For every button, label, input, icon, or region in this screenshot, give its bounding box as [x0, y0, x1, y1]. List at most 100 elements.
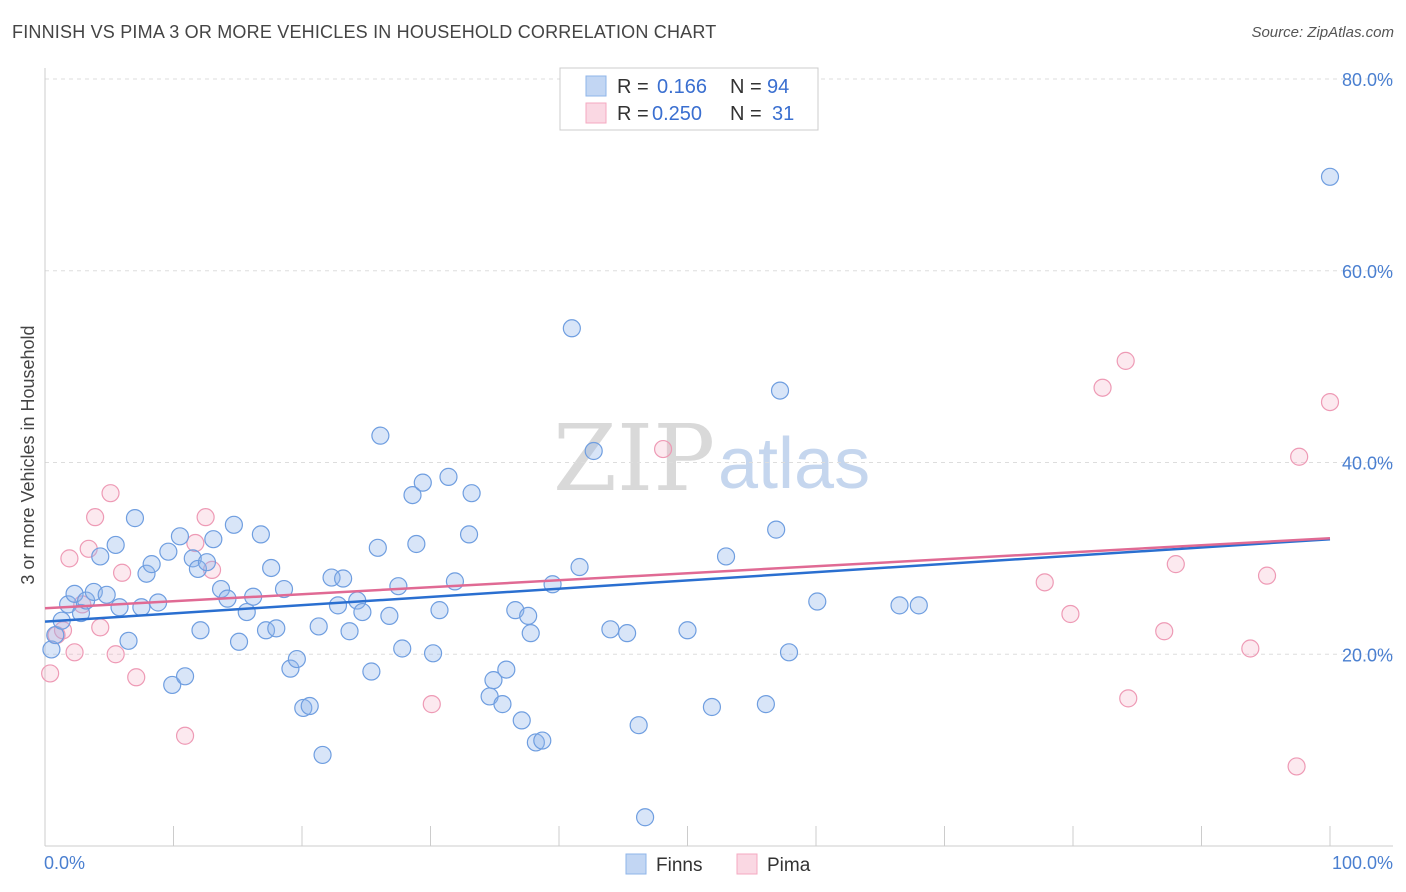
pima-point	[106, 645, 125, 664]
pima-point	[1093, 378, 1112, 397]
bottom-legend-swatch-finns	[625, 853, 647, 875]
x-tick-label-min: 0.0%	[44, 853, 85, 873]
finns-point	[407, 534, 426, 554]
finns-point	[188, 559, 208, 579]
legend-swatch-pima	[585, 102, 607, 124]
pima-point	[186, 533, 205, 553]
finns-point	[274, 579, 294, 599]
pima-point	[1166, 555, 1185, 574]
y-axis-label: 3 or more Vehicles in Household	[18, 325, 38, 584]
finns-point	[459, 525, 479, 544]
pima-point	[1287, 757, 1306, 776]
pima-point	[653, 439, 673, 459]
pima-point	[1241, 639, 1260, 658]
finns-point	[497, 660, 516, 679]
finns-point	[521, 624, 540, 643]
finns-point	[368, 538, 387, 557]
finns-point	[262, 558, 281, 578]
pima-point	[1257, 566, 1277, 585]
finns-point	[584, 441, 603, 461]
finns-point	[629, 716, 648, 735]
finns-point	[909, 596, 928, 615]
finns-point	[512, 711, 531, 730]
finns-point	[779, 643, 799, 662]
axes	[44, 68, 1393, 847]
finns-point	[132, 598, 151, 617]
finns-point	[389, 577, 408, 596]
finns-point	[300, 696, 319, 716]
finns-point	[183, 549, 202, 568]
finns-point	[462, 484, 481, 503]
finns-point	[229, 632, 249, 651]
finns-point	[601, 620, 620, 639]
finns-point	[65, 584, 84, 603]
finns-point	[170, 527, 190, 546]
finns-point	[237, 602, 256, 622]
finns-point	[267, 619, 286, 638]
finns-point	[328, 596, 348, 615]
finns-point	[890, 596, 909, 615]
finns-point	[533, 731, 552, 750]
finns-point	[224, 515, 243, 534]
pima-points	[41, 351, 1340, 776]
pima-point	[196, 508, 215, 527]
finns-point	[340, 622, 359, 641]
finns-point	[159, 542, 178, 561]
finns-point	[526, 733, 545, 752]
finns-point	[137, 564, 156, 583]
finns-point	[294, 698, 313, 718]
finns-point	[423, 644, 443, 663]
finns-point	[175, 667, 195, 686]
pima-point	[1119, 689, 1138, 708]
pima-point	[65, 643, 84, 662]
finns-point	[808, 592, 827, 611]
bottom-legend-label-finns: Finns	[656, 855, 702, 876]
finns-point	[106, 535, 125, 555]
pima-point	[127, 668, 146, 687]
finns-point	[380, 606, 399, 626]
y-tick-label: 60.0%	[1342, 262, 1393, 282]
gridlines	[45, 78, 1393, 655]
finns-point	[313, 745, 332, 765]
legend-r-label-finns: R =	[617, 76, 649, 98]
pima-point	[1155, 622, 1174, 641]
finns-point	[519, 606, 538, 626]
finns-point	[439, 467, 458, 486]
finns-point	[678, 621, 697, 640]
finns-point	[59, 595, 78, 614]
finns-point	[197, 553, 217, 572]
y-tick-label: 20.0%	[1342, 645, 1393, 665]
pima-point	[1290, 447, 1309, 466]
pima-point	[41, 664, 60, 683]
bottom-legend-swatch-pima	[736, 853, 758, 875]
finns-point	[562, 319, 581, 338]
finns-point	[97, 585, 116, 604]
y-tick-label: 40.0%	[1342, 454, 1393, 474]
pima-point	[101, 484, 120, 503]
pima-trend-line	[44, 536, 1331, 610]
y-tick-labels: 20.0% 40.0% 60.0% 80.0%	[1342, 70, 1393, 665]
finns-point	[430, 601, 449, 620]
finns-point	[191, 621, 210, 640]
finns-point	[163, 675, 182, 695]
finns-point	[42, 640, 61, 659]
finns-point	[119, 631, 138, 650]
finns-point	[91, 547, 110, 566]
legend-n-value-pima: 31	[772, 103, 794, 125]
bottom-legend-label-pima: Pima	[767, 855, 811, 876]
finns-point	[287, 649, 306, 669]
finns-point	[362, 662, 381, 681]
pima-point	[112, 563, 132, 582]
finns-point	[371, 426, 390, 445]
x-ticks	[44, 826, 1331, 846]
finns-point	[756, 695, 775, 714]
finns-point	[413, 473, 432, 492]
finns-point	[484, 671, 503, 690]
x-tick-label-max: 100.0%	[1332, 853, 1393, 873]
finns-point	[403, 485, 422, 505]
pima-point	[422, 695, 441, 714]
legend-r-value-finns: 0.166	[657, 76, 707, 98]
finns-point	[702, 697, 722, 717]
finns-point	[110, 598, 129, 617]
